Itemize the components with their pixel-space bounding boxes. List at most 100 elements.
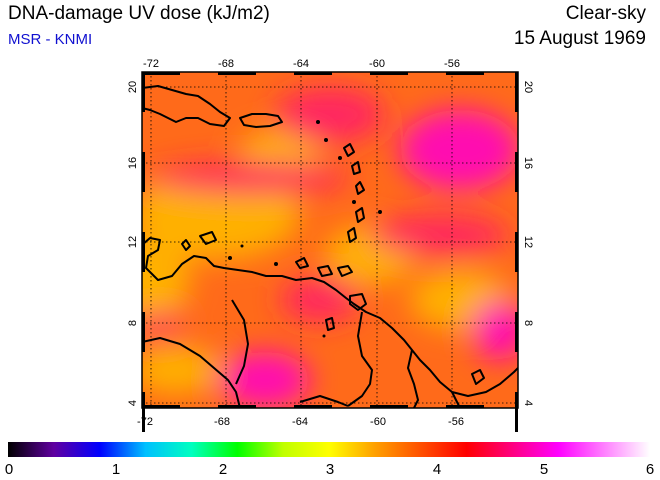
colorbar-tick-label: 3 [326,461,334,478]
field-blob [472,300,518,360]
frame-tick-band [142,392,145,432]
island-dot [338,156,342,160]
frame-tick-band [370,72,408,75]
frame-tick-band [294,405,332,408]
lat-label-left: 20 [127,81,139,93]
frame-tick-band [142,312,145,352]
caribbean-island [351,161,361,175]
colorbar [8,442,650,457]
data-credit: MSR - KNMI [8,31,93,48]
lat-label-right: 12 [522,236,534,248]
island-dot [240,244,244,248]
island-dot [378,210,382,214]
small-islands [228,120,382,338]
frame-tick-band [515,392,518,432]
island-dot [274,262,278,266]
frame-tick-band [142,72,145,112]
frame-tick-band [446,405,484,408]
lon-label-top: -60 [369,58,385,70]
frame-tick-band [142,72,180,75]
colorbar-tick-label: 6 [646,461,654,478]
border-venezuela-colombia [231,299,249,385]
caribbean-island [347,227,357,243]
lat-label-right: 4 [522,400,534,406]
island-dot [316,120,320,124]
lon-label-top: -64 [293,58,309,70]
lon-label-bottom: -56 [448,416,464,428]
frame-ticks [142,72,518,432]
lon-label-bottom: -60 [370,416,386,428]
hispaniola-coastline [142,85,231,127]
field-blob [142,346,220,394]
caribbean-island [355,181,365,195]
border-brazil-south [299,395,349,407]
caribbean-island [471,369,485,385]
puerto-rico-coastline [239,113,283,128]
venezuela-coastline [142,237,518,397]
lon-label-bottom: -72 [137,416,153,428]
lat-label-right: 16 [522,157,534,169]
lat-label-left: 8 [127,320,139,326]
frame-tick-band [218,72,256,75]
frame-tick-band [370,405,408,408]
lon-label-bottom: -64 [292,416,308,428]
caribbean-island [317,265,333,277]
lat-label-left: 4 [127,400,139,406]
field-blob [400,110,518,190]
lon-label-top: -68 [218,58,234,70]
lon-label-bottom: -68 [214,416,230,428]
lat-label-left: 16 [127,157,139,169]
sky-condition: Clear-sky [565,3,646,24]
lat-label-right: 8 [522,320,534,326]
lat-label-right: 20 [522,81,534,93]
colorbar-tick-label: 2 [219,461,227,478]
lat-label-left: 12 [127,236,139,248]
caribbean-island [199,231,217,245]
island-dot [228,256,232,260]
caribbean-island [343,143,355,157]
field-blob [150,162,350,194]
border-guyana-suriname [407,349,419,408]
caribbean-island [295,257,309,269]
colorbar-tick-label: 0 [5,461,13,478]
gridlines [142,72,518,408]
island-dot [322,334,326,338]
axis-labels: -72 -68 -64 -60 -56 -72 -68 -64 -60 -56 … [127,58,534,428]
lon-label-top: -56 [444,58,460,70]
frame-tick-band [515,152,518,192]
coastlines [142,85,518,408]
field-blob [280,278,360,322]
frame-tick-band [515,72,518,112]
frame-tick-band [294,72,332,75]
island-dot [352,200,356,204]
caribbean-island [325,317,335,331]
field-blob [142,240,190,320]
frame-tick-band [142,152,145,192]
caribbean-island [181,239,191,251]
colorbar-tick-label: 4 [433,461,441,478]
field-blob [220,352,310,408]
caribbean-island [355,207,365,223]
map-date: 15 August 1969 [513,28,646,49]
island-dot [324,138,328,142]
frame-tick-band [218,405,256,408]
frame-tick-band [446,72,484,75]
map-title: DNA-damage UV dose (kJ/m2) [8,3,270,24]
colorbar-labels: 0 1 2 3 4 5 6 [5,461,654,478]
field-blob [240,130,320,170]
caribbean-island [337,265,353,277]
field-blob [370,215,510,255]
colorbar-tick-label: 5 [540,461,548,478]
border-west [142,337,241,408]
field-blob [142,313,185,337]
colorbar-tick-label: 1 [112,461,120,478]
lon-label-top: -72 [143,58,159,70]
border-venezuela-guyana [347,311,373,407]
frame-tick-band [142,405,180,408]
field-blob [275,87,385,143]
uv-dose-field [142,72,518,408]
frame-tick-band [142,232,145,272]
frame-tick-band [515,232,518,272]
trinidad-coastline [349,293,367,311]
